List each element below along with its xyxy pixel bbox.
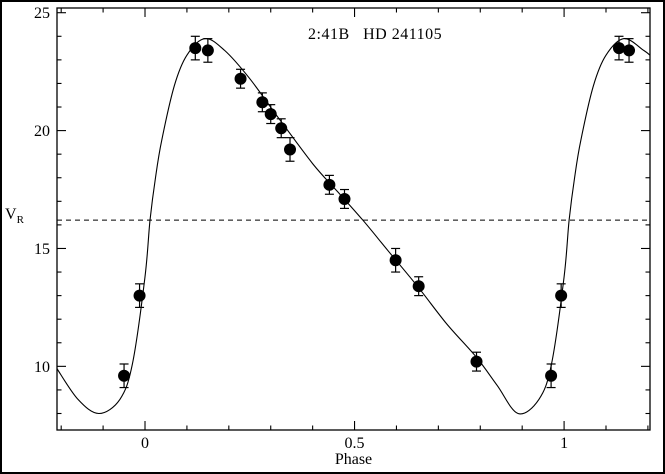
data-point — [412, 280, 425, 293]
data-point — [612, 42, 625, 55]
data-point — [264, 108, 277, 121]
x-tick-label: 0.5 — [345, 435, 365, 452]
data-points — [118, 42, 636, 382]
chart-title: 2:41B HD 241105 — [308, 26, 443, 43]
axis-ticks — [57, 8, 650, 430]
tick-labels: 0 0.5 1 10 15 20 25 — [34, 5, 568, 452]
y-tick-label: 25 — [34, 5, 50, 22]
data-point — [275, 122, 288, 135]
x-tick-label: 1 — [560, 435, 568, 452]
data-point — [323, 178, 336, 191]
x-tick-label: 0 — [141, 435, 149, 452]
data-point — [256, 96, 269, 109]
velocity-curve — [57, 38, 650, 415]
data-point — [284, 143, 297, 156]
data-point — [189, 42, 202, 55]
data-point — [389, 254, 402, 267]
data-point — [470, 355, 483, 368]
plot-frame — [56, 7, 651, 431]
y-tick-label: 10 — [34, 359, 50, 376]
data-point — [338, 192, 351, 205]
data-point — [555, 289, 568, 302]
data-point — [201, 44, 214, 57]
data-point — [545, 369, 558, 382]
data-point — [623, 44, 636, 57]
y-axis-label-sub: R — [16, 214, 24, 227]
x-axis-label: Phase — [334, 451, 373, 468]
data-point — [133, 289, 146, 302]
y-axis-label-main: V — [5, 206, 17, 223]
data-point — [118, 369, 131, 382]
y-tick-label: 15 — [34, 241, 50, 258]
y-tick-label: 20 — [34, 123, 50, 140]
y-axis-label: VR — [5, 206, 24, 226]
data-point — [234, 72, 247, 85]
